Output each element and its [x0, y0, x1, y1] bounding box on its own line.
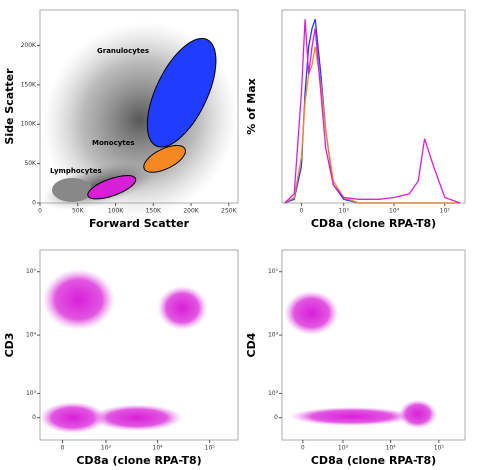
x-tick-label: 0	[300, 208, 304, 215]
x-axis-label: CD8a (clone RPA-T8)	[76, 454, 201, 467]
y-tick-label: 10⁴	[268, 332, 279, 339]
y-axis-label: % of Max	[245, 78, 258, 135]
x-tick-label: 10⁵	[440, 208, 451, 215]
histogram-line	[284, 19, 461, 204]
y-tick-label: 0	[32, 200, 36, 207]
population	[42, 269, 115, 331]
x-tick-label: 10³	[101, 445, 112, 452]
plot-frame	[281, 249, 466, 441]
population	[40, 402, 106, 434]
population	[284, 290, 339, 336]
y-tick-label: 10⁵	[26, 268, 37, 275]
y-tick-label: 0	[274, 414, 278, 421]
y-tick-label: 10⁴	[26, 332, 37, 339]
x-tick-label: 10⁴	[386, 445, 397, 452]
y-axis-label: CD3	[3, 333, 16, 358]
x-tick-label: 0	[301, 445, 305, 452]
y-axis-label: Side Scatter	[3, 68, 16, 145]
plot-frame	[39, 249, 239, 441]
gate	[87, 175, 137, 200]
gate-label: Monocytes	[92, 139, 135, 147]
x-tick-label: 10⁴	[389, 208, 400, 215]
y-tick-label: 150K	[21, 81, 37, 88]
x-axis-label: CD8a (clone RPA-T8)	[311, 217, 436, 230]
x-tick-label: 250K	[221, 208, 237, 215]
y-tick-label: 10⁵	[268, 268, 279, 275]
population	[399, 399, 437, 429]
y-tick-label: 10³	[268, 390, 279, 397]
plot-frame	[39, 9, 239, 204]
y-tick-label: 10³	[26, 390, 37, 397]
x-tick-label: 0	[61, 445, 65, 452]
x-axis-label: Forward Scatter	[89, 217, 190, 230]
x-tick-label: 50K	[72, 208, 85, 215]
histogram-line	[284, 18, 461, 204]
x-tick-label: 10³	[339, 208, 350, 215]
x-axis-label: CD8a (clone RPA-T8)	[311, 454, 436, 467]
population	[91, 404, 183, 431]
histogram-line	[284, 46, 461, 204]
x-tick-label: 200K	[183, 208, 199, 215]
y-tick-label: 0	[32, 414, 36, 421]
population	[289, 406, 414, 426]
y-tick-label: 50K	[24, 160, 37, 167]
x-tick-label: 150K	[146, 208, 162, 215]
x-tick-label: 10³	[338, 445, 349, 452]
gate-label: Lymphocytes	[50, 167, 102, 175]
x-tick-label: 100K	[108, 208, 124, 215]
y-axis-label: CD4	[245, 332, 258, 357]
x-tick-label: 0	[38, 208, 42, 215]
gate	[146, 37, 217, 148]
gate-label: Granulocytes	[97, 47, 149, 55]
y-tick-label: 200K	[21, 42, 37, 49]
x-tick-label: 10⁴	[153, 445, 164, 452]
population	[157, 285, 208, 331]
gate	[143, 145, 186, 173]
x-tick-label: 10⁵	[434, 445, 445, 452]
y-tick-label: 100K	[21, 121, 37, 128]
x-tick-label: 10⁵	[205, 445, 216, 452]
